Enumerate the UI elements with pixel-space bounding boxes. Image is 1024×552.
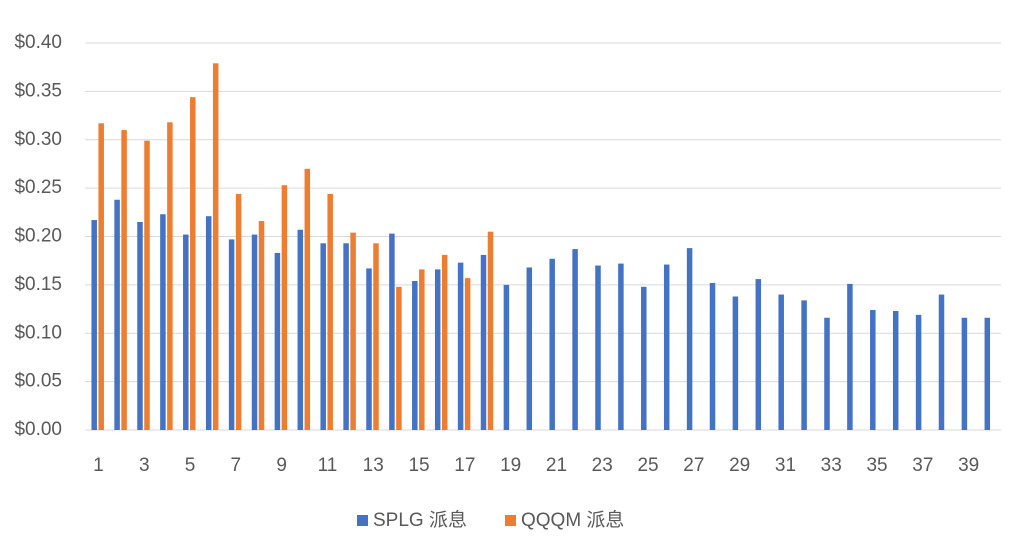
bar [892, 310, 899, 430]
x-tick-label: 11 [318, 455, 338, 476]
bar [297, 229, 304, 430]
x-tick-label: 17 [454, 455, 475, 476]
bar [984, 317, 991, 430]
x-tick-label: 1 [93, 455, 104, 476]
bar [847, 283, 853, 430]
bar [641, 286, 647, 430]
bar [389, 233, 395, 430]
bar [824, 317, 830, 430]
x-tick-label: 39 [958, 455, 979, 476]
bar [258, 221, 265, 430]
bar [434, 269, 441, 430]
bar [343, 243, 349, 430]
bar [235, 193, 242, 430]
bar [441, 254, 448, 430]
x-tick-label: 29 [729, 455, 750, 476]
legend-label: QQQM 派息 [521, 509, 624, 531]
bar [915, 314, 922, 430]
bar [320, 243, 326, 430]
x-tick-label: 37 [912, 455, 933, 476]
bar [144, 140, 150, 430]
bar [396, 286, 402, 430]
bar [457, 262, 464, 430]
bar [251, 234, 258, 430]
x-tick-label: 27 [683, 455, 704, 476]
bar [373, 243, 379, 430]
bar [121, 130, 127, 430]
y-tick-label: $0.35 [14, 80, 62, 101]
bar [618, 263, 624, 430]
legend-swatch [357, 515, 368, 526]
bar [961, 317, 968, 430]
bar [366, 268, 372, 430]
bar [778, 294, 784, 430]
bar [663, 264, 670, 430]
bar [183, 234, 189, 430]
x-tick-label: 7 [231, 455, 242, 476]
bar [419, 269, 425, 430]
bar [167, 122, 173, 431]
bar [464, 278, 471, 430]
bar [755, 279, 762, 430]
y-tick-label: $0.20 [14, 226, 62, 247]
legend-swatch [504, 515, 516, 526]
x-tick-label: 33 [821, 455, 842, 476]
bar [870, 310, 876, 430]
bar [190, 97, 196, 431]
bar [212, 63, 219, 430]
bar [274, 252, 281, 430]
x-tick-label: 3 [139, 455, 150, 476]
bar [572, 249, 578, 430]
bar [595, 265, 601, 430]
x-tick-label: 31 [775, 455, 796, 476]
bar [281, 185, 288, 430]
bar [938, 294, 945, 430]
bar [114, 199, 120, 430]
bar [503, 284, 510, 430]
bar [160, 214, 166, 430]
y-tick-label: $0.10 [14, 322, 62, 343]
y-tick-label: $0.40 [14, 32, 62, 53]
x-tick-label: 23 [592, 455, 613, 476]
y-tick-label: $0.05 [14, 371, 62, 392]
bar [549, 258, 555, 430]
bar [137, 221, 143, 430]
legend-label: SPLG 派息 [373, 509, 467, 531]
x-tick-label: 19 [500, 455, 521, 476]
y-tick-label: $0.00 [14, 419, 62, 440]
bar [350, 232, 356, 430]
x-tick-label: 5 [185, 455, 196, 476]
bar [228, 239, 235, 430]
bar [98, 123, 104, 431]
bar [91, 220, 97, 430]
y-tick-label: $0.15 [14, 274, 62, 295]
x-tick-label: 25 [637, 455, 658, 476]
y-tick-label: $0.25 [14, 177, 62, 198]
bar [801, 300, 807, 430]
x-tick-label: 9 [276, 455, 287, 476]
bar [732, 296, 739, 430]
x-tick-label: 35 [866, 455, 887, 476]
bar [709, 282, 716, 430]
bar [412, 281, 418, 430]
x-tick-label: 15 [408, 455, 429, 476]
bar [487, 231, 494, 430]
bar [526, 267, 533, 430]
bar [327, 193, 333, 430]
x-tick-label: 13 [363, 455, 384, 476]
bar [686, 248, 693, 430]
bar [205, 216, 212, 430]
y-tick-label: $0.30 [14, 129, 62, 150]
bar [304, 168, 311, 430]
bar [480, 254, 487, 430]
x-tick-label: 21 [546, 455, 567, 476]
